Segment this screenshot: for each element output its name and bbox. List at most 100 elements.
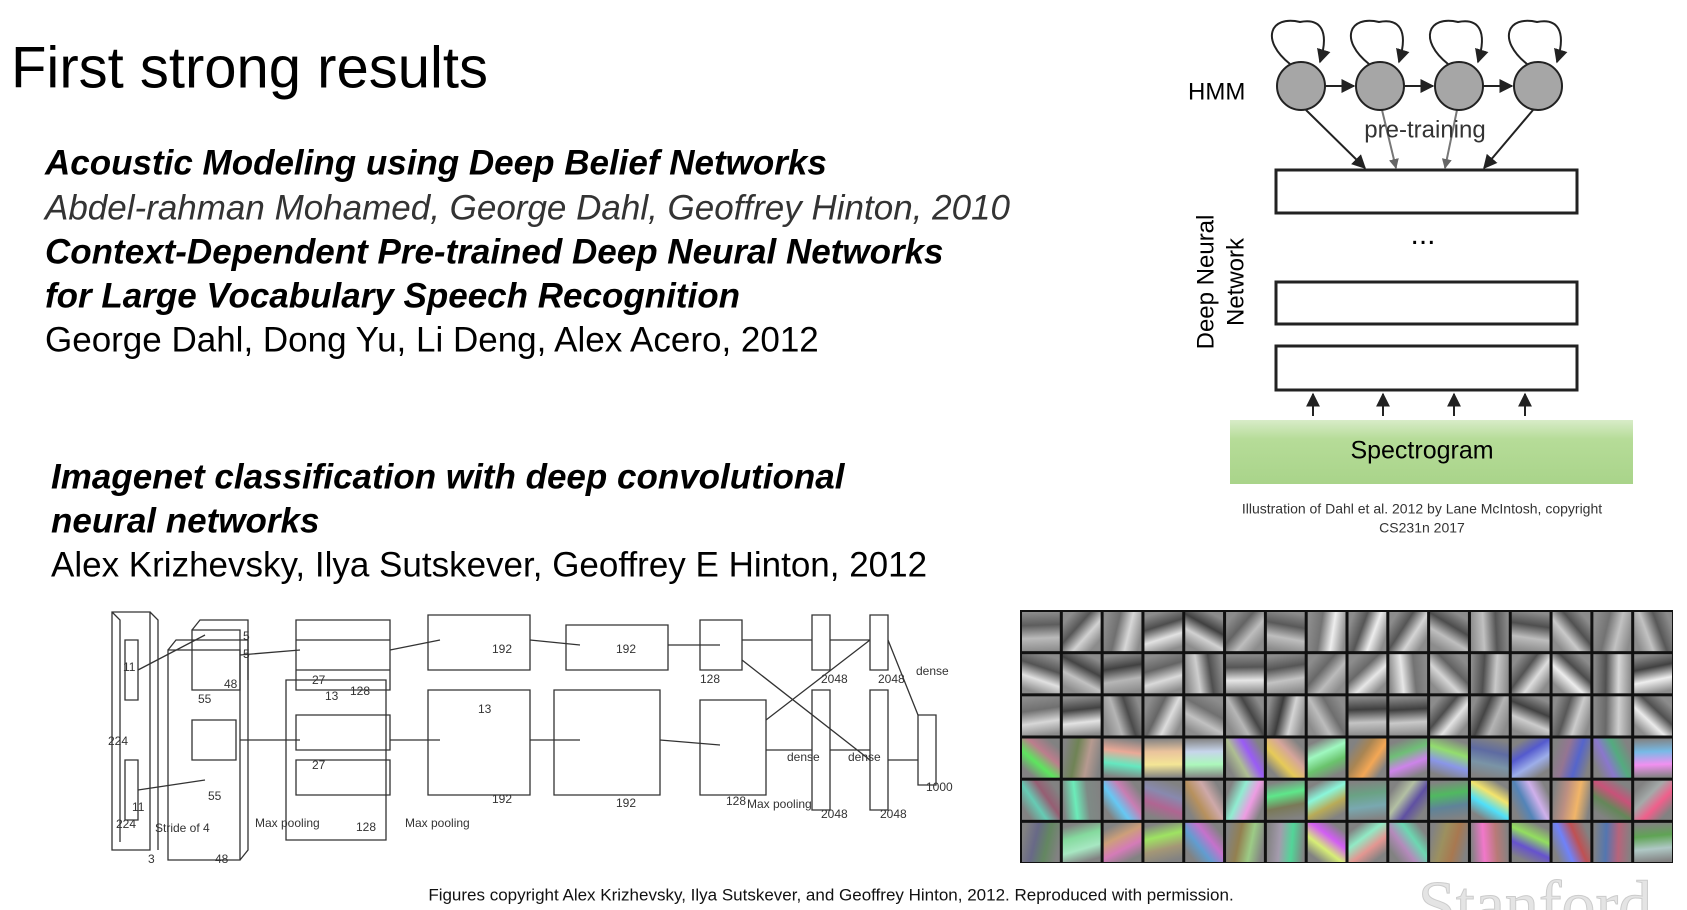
paper-title: Acoustic Modeling using Deep Belief Netw… [44, 143, 827, 182]
filter-tile [1593, 612, 1632, 652]
filter-tile [1022, 780, 1060, 820]
filter-tile [1348, 696, 1387, 736]
filter-tile [1470, 822, 1509, 862]
filter-tile [1062, 612, 1101, 652]
filter-tile [1511, 654, 1550, 694]
alexnet-label: Max pooling [255, 816, 320, 830]
alexnet-label: 2048 [821, 672, 848, 686]
filter-tile [1593, 696, 1632, 736]
filter-tile [1430, 696, 1468, 736]
alexnet-label: 2048 [880, 807, 907, 821]
filter-grid-bg [1020, 610, 1673, 863]
speech-diagram [1230, 19, 1633, 484]
alexnet-label: dense [787, 750, 820, 764]
filter-tile [1144, 780, 1183, 820]
filter-tile [1226, 612, 1264, 652]
filter-tile [1470, 738, 1509, 778]
filter-tile [1185, 780, 1224, 820]
alexnet-diagram [111, 611, 937, 861]
alexnet-label: 192 [616, 796, 636, 810]
filter-tile [1185, 738, 1224, 778]
filter-tile [1307, 696, 1346, 736]
filter-tile [1226, 822, 1264, 862]
alexnet-label: 2048 [878, 672, 905, 686]
filter-tile [1062, 654, 1101, 694]
filter-tile [1103, 654, 1142, 694]
alexnet-label: 27 [312, 673, 326, 687]
filter-tile [1022, 822, 1060, 862]
filter-tile [1348, 738, 1387, 778]
filter-tile [1307, 612, 1346, 652]
filter-tile [1185, 822, 1224, 862]
alexnet-label: 5 [243, 647, 250, 661]
alexnet-label: 128 [700, 672, 720, 686]
alexnet-label: 27 [312, 758, 326, 772]
filter-tile [1226, 696, 1264, 736]
alexnet-label: 48 [224, 677, 238, 691]
filter-tile [1593, 738, 1632, 778]
filter-tile [1307, 738, 1346, 778]
alexnet-label: 55 [208, 789, 222, 803]
filter-tile [1348, 654, 1387, 694]
alexnet-label: 128 [356, 820, 376, 834]
alexnet-label: 11 [132, 800, 145, 814]
filter-tile [1307, 654, 1346, 694]
filter-tile [1022, 612, 1060, 652]
filter-tile [1062, 780, 1101, 820]
filter-tile [1470, 696, 1509, 736]
paper-title: for Large Vocabulary Speech Recognition [45, 276, 740, 315]
filter-tile [1552, 696, 1591, 736]
filter-tile [1144, 696, 1183, 736]
filter-tile [1634, 780, 1672, 820]
filter-tile [1389, 738, 1428, 778]
title: First strong results [11, 35, 488, 100]
alexnet-label: dense [848, 750, 881, 764]
filter-tile [1266, 612, 1305, 652]
alexnet-label: 3 [148, 852, 155, 866]
alexnet-label: 192 [492, 792, 512, 806]
alexnet-label: 224 [116, 817, 136, 831]
paper-title: neural networks [51, 501, 319, 540]
filter-tile [1226, 654, 1264, 694]
filter-tile [1511, 612, 1550, 652]
filter-tile [1144, 738, 1183, 778]
footer-caption: Figures copyright Alex Krizhevsky, Ilya … [428, 885, 1233, 904]
alexnet-label: 13 [325, 689, 339, 703]
filter-tile [1348, 822, 1387, 862]
filter-tile [1470, 780, 1509, 820]
filter-tile [1430, 612, 1468, 652]
diagram-caption: Illustration of Dahl et al. 2012 by Lane… [1242, 501, 1602, 517]
filter-grid [1020, 610, 1673, 863]
filter-tile [1144, 822, 1183, 862]
network-label: Deep Neural [1192, 215, 1219, 350]
filter-tile [1634, 738, 1672, 778]
filter-tile [1266, 822, 1305, 862]
alexnet-label: Stride of 4 [155, 821, 210, 835]
filter-tile [1389, 696, 1428, 736]
paper-authors: Abdel-rahman Mohamed, George Dahl, Geoff… [43, 188, 1011, 227]
filter-tile [1226, 738, 1264, 778]
filter-tile [1470, 612, 1509, 652]
alexnet-label: 128 [350, 684, 370, 698]
filter-tile [1307, 822, 1346, 862]
filter-tile [1634, 696, 1672, 736]
hmm-label: HMM [1188, 78, 1245, 105]
alexnet-label: 192 [616, 642, 636, 656]
filter-tile [1552, 738, 1591, 778]
alexnet-label: 224 [108, 734, 128, 748]
filter-tile [1266, 654, 1305, 694]
network-label: Network [1222, 237, 1249, 326]
filter-tile [1511, 822, 1550, 862]
filter-tile [1389, 612, 1428, 652]
spectrogram-label: Spectrogram [1350, 437, 1493, 465]
ellipsis: ... [1410, 218, 1435, 251]
alexnet-label: 192 [492, 642, 512, 656]
alexnet-label: 48 [215, 852, 229, 866]
filter-tile [1470, 654, 1509, 694]
filter-tile [1511, 696, 1550, 736]
filter-tile [1389, 654, 1428, 694]
alexnet-label: 13 [478, 702, 492, 716]
filter-tile [1552, 654, 1591, 694]
